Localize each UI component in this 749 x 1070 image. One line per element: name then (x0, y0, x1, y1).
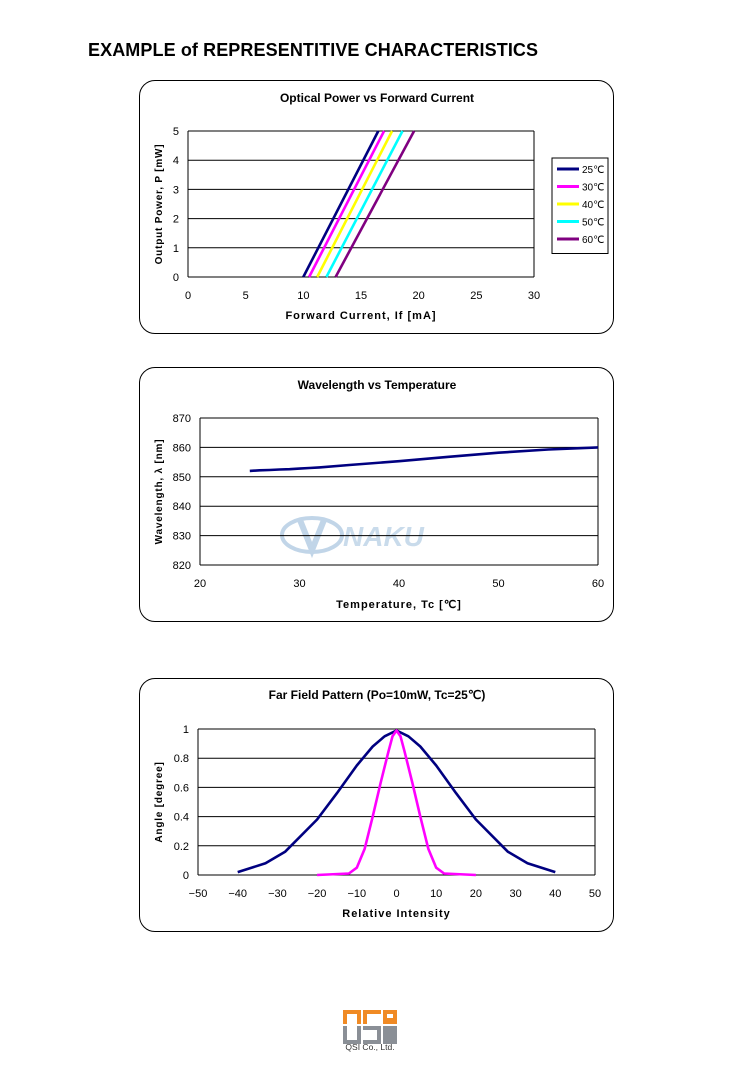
x-tick-label: −10 (347, 888, 366, 900)
x-tick-label: 0 (393, 888, 399, 900)
y-tick-label: 820 (173, 560, 191, 572)
x-tick-label: 40 (549, 888, 561, 900)
x-tick-label: −40 (228, 888, 247, 900)
y-axis-label: Angle [degree] (154, 761, 165, 842)
y-tick-label: 3 (173, 184, 179, 196)
y-tick-label: 840 (173, 501, 191, 513)
legend-label: 30℃ (582, 183, 604, 194)
x-tick-label: 50 (492, 578, 504, 590)
y-tick-label: 5 (173, 126, 179, 138)
y-axis-label: Output Power, P [mW] (154, 144, 165, 265)
x-tick-label: 20 (413, 290, 425, 302)
x-tick-label: 20 (194, 578, 206, 590)
series-line-1 (237, 729, 556, 874)
chart-title: Far Field Pattern (Po=10mW, Tc=25℃) (269, 688, 486, 702)
y-tick-label: 1 (183, 724, 189, 736)
x-tick-label: 30 (293, 578, 305, 590)
x-tick-label: 10 (297, 290, 309, 302)
legend-label: 50℃ (582, 218, 604, 229)
series-line-3 (316, 130, 394, 278)
x-tick-label: −30 (268, 888, 287, 900)
legend-box (551, 157, 609, 254)
x-tick-label: 20 (470, 888, 482, 900)
x-axis-label: Temperature, Tc [℃] (336, 599, 462, 611)
watermark-text: NAKU (343, 521, 425, 552)
y-tick-label: 0.2 (174, 841, 189, 853)
y-axis-label: Wavelength, λ [nm] (154, 439, 165, 545)
chart-title: Wavelength vs Temperature (298, 378, 457, 392)
y-tick-label: 1 (173, 243, 179, 255)
series-line-1 (249, 446, 599, 473)
series-line-2 (317, 729, 476, 877)
x-axis-label: Relative Intensity (342, 908, 450, 920)
x-tick-label: 15 (355, 290, 367, 302)
y-tick-label: 860 (173, 442, 191, 454)
y-tick-label: 0 (183, 870, 189, 882)
series-line-5 (334, 130, 416, 278)
optical-power-chart-svg: Optical Power vs Forward Current 0 1 2 3 4 5 0 5… (154, 91, 609, 322)
y-tick-label: 0.6 (174, 782, 189, 794)
wavelength-chart: NAKU Wavelength vs Temperature 820 830 840 8… (139, 367, 614, 622)
x-tick-label: −50 (189, 888, 208, 900)
legend-label: 40℃ (582, 200, 604, 211)
y-tick-label: 0.8 (174, 753, 189, 765)
y-tick-label: 0 (173, 272, 179, 284)
wavelength-chart-svg: NAKU Wavelength vs Temperature 820 830 840 8… (154, 378, 604, 611)
y-tick-label: 870 (173, 413, 191, 425)
x-tick-label: 5 (243, 290, 249, 302)
x-tick-label: 30 (509, 888, 521, 900)
y-tick-label: 4 (173, 155, 179, 167)
x-tick-label: 40 (393, 578, 405, 590)
x-tick-label: 0 (185, 290, 191, 302)
x-tick-label: 30 (528, 290, 540, 302)
legend-label: 25℃ (582, 165, 604, 176)
optical-power-chart: Optical Power vs Forward Current 0 1 2 3 4 5 0 5… (139, 80, 614, 334)
company-name: QSI Co., Ltd. (345, 1042, 395, 1052)
x-tick-label: 25 (470, 290, 482, 302)
x-tick-label: 50 (589, 888, 601, 900)
y-tick-label: 850 (173, 472, 191, 484)
x-tick-label: −20 (308, 888, 327, 900)
series-line-2 (307, 130, 386, 278)
series-line-4 (325, 130, 404, 278)
x-tick-label: 10 (430, 888, 442, 900)
x-axis-label: Forward Current, If [mA] (285, 310, 436, 322)
legend-label: 60℃ (582, 235, 604, 246)
x-tick-label: 60 (592, 578, 604, 590)
page-title: EXAMPLE of REPRESENTITIVE CHARACTERISTIC… (88, 40, 539, 60)
y-tick-label: 2 (173, 214, 179, 226)
qsi-logo (343, 1010, 397, 1044)
series-line-1 (302, 130, 380, 278)
y-tick-label: 830 (173, 531, 191, 543)
far-field-chart: Far Field Pattern (Po=10mW, Tc=25℃) 0 0.2 0… (139, 678, 614, 932)
chart-title: Optical Power vs Forward Current (280, 91, 474, 105)
far-field-chart-svg: Far Field Pattern (Po=10mW, Tc=25℃) 0 0.2 0… (154, 688, 601, 920)
naku-watermark: NAKU (280, 516, 425, 559)
y-tick-label: 0.4 (174, 812, 189, 824)
